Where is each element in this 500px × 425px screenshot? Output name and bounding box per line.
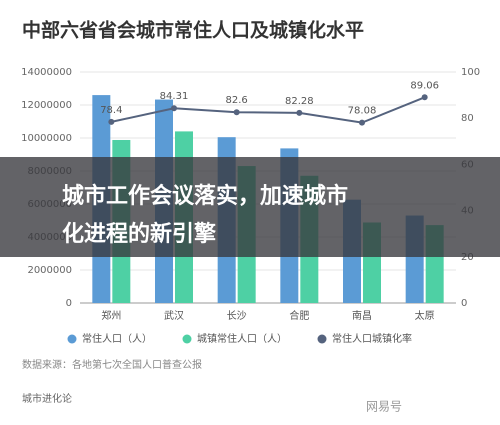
y2-tick-label: 0: [461, 298, 467, 309]
y2-tick-label: 100: [461, 67, 480, 78]
y-tick-label: 12000000: [21, 100, 72, 111]
y-tick-label: 14000000: [21, 67, 72, 78]
x-tick-label: 合肥: [289, 309, 309, 322]
legend-marker: [182, 334, 192, 344]
point: [233, 109, 240, 116]
data-label: 78.4: [100, 105, 122, 116]
data-label: 84.31: [160, 91, 189, 102]
y-tick-label: 10000000: [21, 133, 72, 144]
line: [111, 96, 426, 124]
y-tick-label: 0: [66, 298, 72, 309]
x-tick-label: 武汉: [164, 309, 184, 322]
chart-title: 中部六省省会城市常住人口及城镇化水平: [22, 19, 364, 42]
point: [171, 105, 177, 112]
legend-label: 城镇常住人口（人）: [197, 332, 287, 345]
x-tick-label: 长沙: [227, 310, 247, 322]
x-tick-label: 郑州: [101, 309, 121, 322]
legend-marker: [317, 334, 327, 344]
point: [421, 94, 428, 101]
data-label: 89.06: [410, 80, 439, 91]
y-tick-label: 2000000: [27, 265, 72, 276]
source: 数据来源：各地第七次全国人口普查公报: [22, 358, 202, 371]
watermark: 网易号: [366, 400, 402, 414]
y2-tick-label: 80: [461, 113, 474, 124]
overlay-text: 化进程的新引擎: [62, 221, 216, 247]
overlay-banner: [0, 157, 500, 257]
point: [296, 109, 303, 116]
data-label: 78.08: [348, 106, 377, 117]
data-label: 82.28: [285, 96, 314, 107]
data-label: 82.6: [226, 95, 248, 106]
y2-tick-label: 20: [461, 252, 474, 263]
x-tick-label: 南昌: [352, 309, 372, 322]
x-tick-label: 太原: [415, 309, 435, 322]
legend-label: 常住人口城镇化率: [332, 332, 412, 345]
overlay-text: 城市工作会议落实，加速城市: [62, 183, 348, 209]
legend-label: 常住人口（人）: [82, 332, 152, 345]
point: [359, 119, 365, 126]
point: [108, 118, 115, 125]
footer: 城市进化论: [22, 392, 72, 405]
legend-marker: [67, 334, 77, 344]
